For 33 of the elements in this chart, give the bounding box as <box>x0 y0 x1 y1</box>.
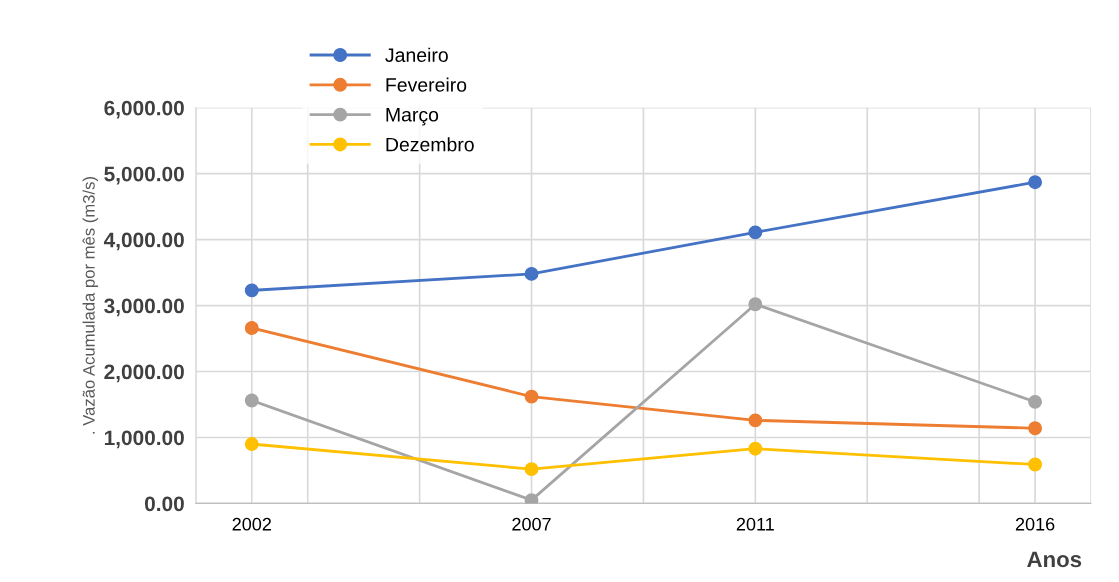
legend-label: Janeiro <box>385 47 448 62</box>
x-tick-label: 2002 <box>232 517 271 531</box>
y-tick-label: 2,000.00 <box>104 364 184 383</box>
x-tick-label: 2016 <box>1015 517 1055 531</box>
y-tick-label: 6,000.00 <box>104 100 184 119</box>
x-axis-title: Anos <box>1027 551 1082 568</box>
point <box>748 297 763 312</box>
x-tick-label: 2011 <box>736 517 774 531</box>
point <box>1028 394 1043 409</box>
point <box>1028 175 1043 190</box>
legend-label: Fevereiro <box>386 77 467 92</box>
point <box>524 266 539 281</box>
point <box>244 393 259 408</box>
point <box>748 225 763 240</box>
point <box>244 283 259 298</box>
y-tick-label: 4,000.00 <box>103 232 184 251</box>
y-tick-label: 1,000.00 <box>104 430 184 449</box>
point <box>748 413 763 428</box>
y-tick-label: 5,000.00 <box>104 166 184 185</box>
legend-label: Dezembro <box>386 137 474 152</box>
y-axis-title: . Vazão Acumulada por mês (m3/s) <box>82 177 99 434</box>
point <box>524 389 539 404</box>
point <box>244 321 259 335</box>
y-tick-label: 3,000.00 <box>104 298 184 317</box>
point <box>1028 421 1043 436</box>
point <box>1028 457 1043 472</box>
point <box>244 437 259 452</box>
point <box>748 441 763 456</box>
x-tick-label: 2007 <box>512 517 551 531</box>
legend-label: Março <box>386 108 439 126</box>
y-tick-label: 0.00 <box>144 496 184 512</box>
point <box>524 493 539 504</box>
point <box>524 462 539 477</box>
